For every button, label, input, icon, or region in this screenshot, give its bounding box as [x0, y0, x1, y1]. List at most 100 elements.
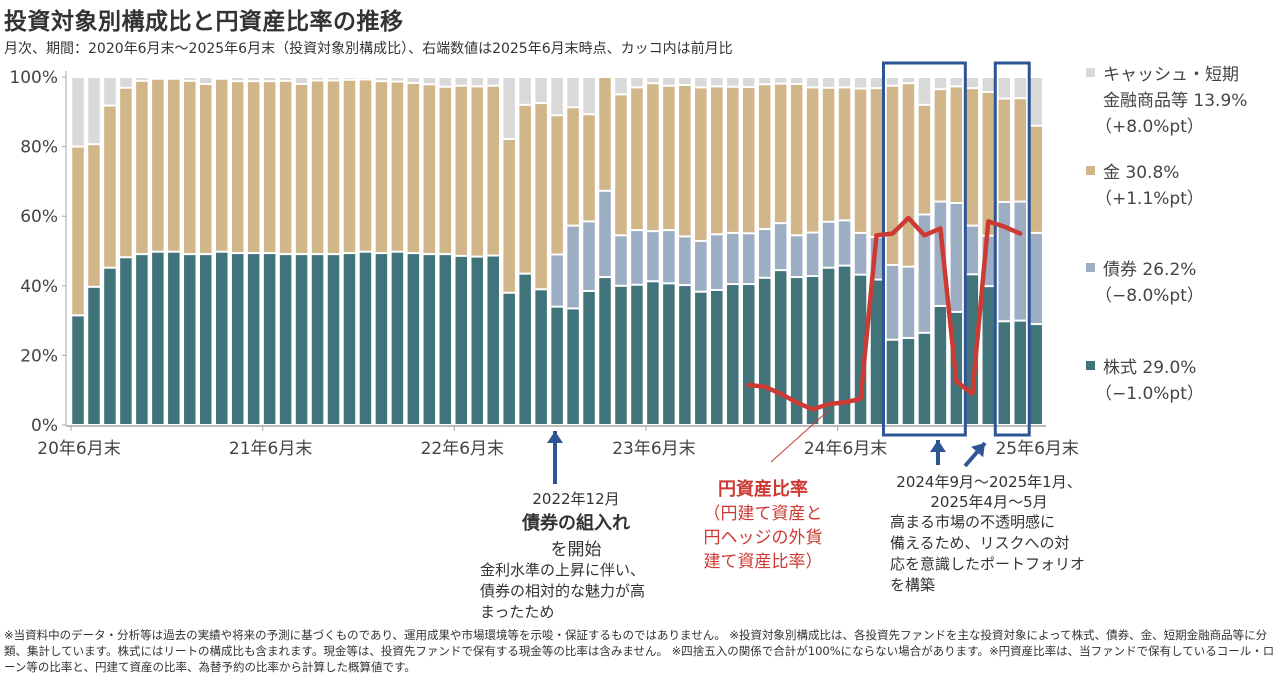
- bar-segment-gold: [263, 82, 276, 253]
- bar-segment-gold: [631, 88, 643, 230]
- annotation-body-line: 高まる市場の不透明感に: [890, 513, 1056, 531]
- bar-segment-bonds: [838, 221, 851, 265]
- bar-segment-gold: [311, 81, 324, 254]
- bar-segment-cash: [806, 78, 819, 87]
- y-tick-label: 80%: [20, 138, 58, 158]
- bar-segment-stocks: [184, 255, 196, 424]
- bars-layer: [72, 78, 1042, 424]
- bar-segment-bonds: [854, 233, 867, 274]
- bar-segment-stocks: [711, 290, 723, 424]
- bar-segment-cash: [503, 78, 515, 138]
- bar-segment-gold: [711, 87, 723, 234]
- bar-segment-stocks: [599, 278, 611, 424]
- bar-segment-gold: [152, 79, 164, 251]
- bar-segment-gold: [423, 85, 436, 254]
- bar-segment-cash: [200, 78, 212, 83]
- bar-segment-gold: [1030, 126, 1042, 232]
- bar-segment-bonds: [599, 191, 611, 277]
- bar-segment-stocks: [215, 252, 228, 424]
- bar-segment-bonds: [1014, 202, 1026, 320]
- bar-segment-gold: [136, 81, 148, 254]
- bar-segment-gold: [247, 82, 260, 253]
- yen-ratio-line: [746, 215, 1023, 412]
- bar-segment-stocks: [327, 255, 340, 424]
- bar-segment-cash: [535, 78, 547, 103]
- bar-segment-gold: [535, 104, 547, 289]
- bar-segment-gold: [343, 80, 356, 253]
- bar-segment-cash: [1030, 78, 1042, 125]
- bar-segment-bonds: [742, 234, 755, 284]
- footnote: ※当資料中のデータ・分析等は過去の実績や将来の予測に基づくものであり、運用成果や…: [4, 628, 1275, 674]
- bar-segment-stocks: [806, 277, 819, 424]
- bar-segment-cash: [950, 78, 963, 86]
- bar-segment-cash: [120, 78, 132, 87]
- bar-segment-stocks: [615, 286, 627, 424]
- highlight-box: [881, 61, 967, 437]
- bar-segment-stocks: [695, 292, 707, 424]
- bar-segment-cash: [631, 78, 643, 87]
- bar-segment-cash: [854, 78, 867, 88]
- bar-segment-gold: [359, 80, 372, 251]
- bar-segment-gold: [391, 82, 404, 251]
- annotation-tail: を開始: [550, 540, 602, 560]
- bar-segment-cash: [758, 78, 771, 84]
- bar-segment-bonds: [615, 236, 627, 285]
- bar-segment-cash: [471, 78, 483, 86]
- bar-segment-gold: [790, 84, 803, 235]
- bar-segment-gold: [503, 139, 515, 292]
- bar-segment-stocks: [263, 254, 276, 424]
- risk-arrow-1-head: [930, 440, 946, 452]
- annotation-yen-ratio: 円資産比率 （円建て資産と 円ヘッジの外貨 建て資産比率）: [688, 478, 838, 574]
- bar-segment-gold: [88, 145, 100, 286]
- bar-segment-stocks: [1030, 325, 1042, 424]
- bar-segment-stocks: [774, 271, 787, 424]
- legend-change: （+1.1%pt）: [1095, 189, 1204, 209]
- legend-swatch-gold: [1086, 166, 1095, 175]
- bar-segment-stocks: [870, 280, 883, 424]
- legend-item-stocks: 株式 29.0% （−1.0%pt）: [1086, 355, 1204, 407]
- bar-segment-cash: [279, 78, 292, 80]
- bar-segment-stocks: [279, 255, 292, 424]
- legend-label: 金 30.8%: [1103, 163, 1180, 183]
- bar-segment-bonds: [998, 202, 1011, 321]
- bar-segment-gold: [104, 106, 116, 267]
- bar-segment-stocks: [822, 268, 835, 424]
- bar-segment-stocks: [790, 278, 803, 424]
- legend-label: 金融商品等 13.9%: [1103, 91, 1248, 111]
- x-tick-label: 20年6月末: [37, 439, 120, 459]
- bar-segment-gold: [231, 82, 244, 253]
- legend-swatch-cash: [1086, 68, 1095, 77]
- bar-segment-bonds: [934, 202, 947, 305]
- bar-segment-gold: [934, 90, 947, 201]
- highlight-boxes-layer: [881, 61, 1031, 437]
- bar-segment-stocks: [758, 278, 771, 424]
- bar-segment-stocks: [487, 256, 499, 424]
- x-tick-label: 21年6月末: [229, 439, 312, 459]
- bar-segment-cash: [742, 78, 755, 87]
- bar-segment-bonds: [663, 231, 675, 283]
- bar-segment-cash: [886, 78, 899, 85]
- bar-segment-cash: [647, 78, 659, 83]
- bar-segment-gold: [838, 88, 851, 220]
- bar-segment-bonds: [551, 255, 563, 306]
- bar-segment-gold: [870, 89, 883, 237]
- bar-segment-stocks: [136, 255, 148, 424]
- bar-segment-gold: [551, 116, 563, 254]
- bar-segment-bonds: [806, 233, 819, 276]
- bar-segment-gold: [774, 84, 787, 223]
- bar-segment-cash: [391, 78, 404, 81]
- bar-segment-cash: [727, 78, 739, 86]
- bar-segment-cash: [822, 78, 835, 87]
- bar-segment-gold: [327, 81, 340, 254]
- yen-ratio-line-layer: [746, 215, 1023, 463]
- bar-segment-cash: [311, 78, 324, 80]
- bar-segment-cash: [982, 78, 995, 91]
- bar-segment-stocks: [471, 257, 483, 424]
- bar-segment-cash: [455, 78, 468, 85]
- bar-segment-stocks: [423, 255, 436, 424]
- bar-segment-stocks: [647, 282, 659, 424]
- annotation-body-line: 債券の相対的な魅力が高: [480, 582, 646, 600]
- bar-segment-gold: [168, 79, 180, 251]
- bar-segment-cash: [679, 78, 691, 85]
- bar-segment-gold: [439, 87, 452, 254]
